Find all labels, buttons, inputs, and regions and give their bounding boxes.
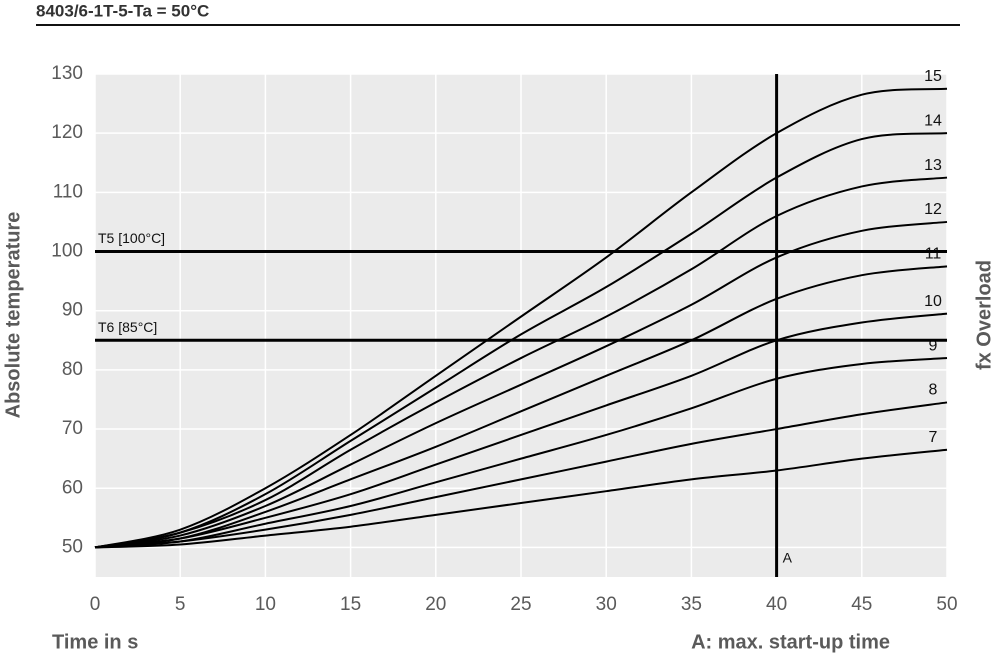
x-tick-label: 45 <box>851 594 872 615</box>
x-tick-label: 10 <box>255 594 276 615</box>
y-tick-label: 50 <box>62 536 83 557</box>
series-label: 14 <box>924 112 942 129</box>
vertical-label: A <box>783 550 793 566</box>
y-tick-label: 130 <box>51 63 83 84</box>
series-label: 10 <box>924 293 942 310</box>
reference-label: T5 [100°C] <box>98 230 165 246</box>
y-tick-label: 80 <box>62 359 83 380</box>
y-tick-label: 60 <box>62 477 83 498</box>
series-label: 8 <box>929 382 938 399</box>
series-line <box>94 132 948 549</box>
y2-axis-title: fx Overload <box>973 260 995 370</box>
annotation: A: max. start-up time <box>691 631 890 653</box>
y-tick-label: 120 <box>51 122 83 143</box>
series-label: 13 <box>924 157 942 174</box>
series-line <box>94 401 948 549</box>
series-line <box>94 265 948 549</box>
series-label: 11 <box>925 246 942 263</box>
series-line <box>94 357 948 549</box>
y-tick-label: 110 <box>53 181 83 202</box>
series-line <box>94 220 948 549</box>
x-tick-label: 20 <box>425 594 446 615</box>
series-line <box>94 448 948 549</box>
series-label: 15 <box>924 68 942 85</box>
x-tick-label: 5 <box>175 594 186 615</box>
series-line <box>94 176 948 549</box>
y-tick-label: 70 <box>62 418 83 439</box>
series-label: 9 <box>929 337 938 354</box>
series-line <box>94 87 948 549</box>
chart-title: 8403/6-1T-5-Ta = 50°C <box>36 1 209 20</box>
series-label: 7 <box>929 429 938 446</box>
x-tick-label: 35 <box>681 594 702 615</box>
x-tick-label: 40 <box>766 594 787 615</box>
series-label: 12 <box>924 201 942 218</box>
y-tick-label: 100 <box>51 241 83 262</box>
series-line <box>94 312 948 549</box>
y-tick-label: 90 <box>62 300 83 321</box>
x-tick-label: 30 <box>596 594 617 615</box>
x-tick-label: 25 <box>510 594 531 615</box>
y-axis-title: Absolute temperature <box>2 212 24 419</box>
x-tick-label: 0 <box>90 594 101 615</box>
reference-label: T6 [85°C] <box>98 319 157 335</box>
x-tick-label: 15 <box>340 594 361 615</box>
x-axis-title: Time in s <box>52 631 138 653</box>
x-tick-label: 50 <box>936 594 957 615</box>
